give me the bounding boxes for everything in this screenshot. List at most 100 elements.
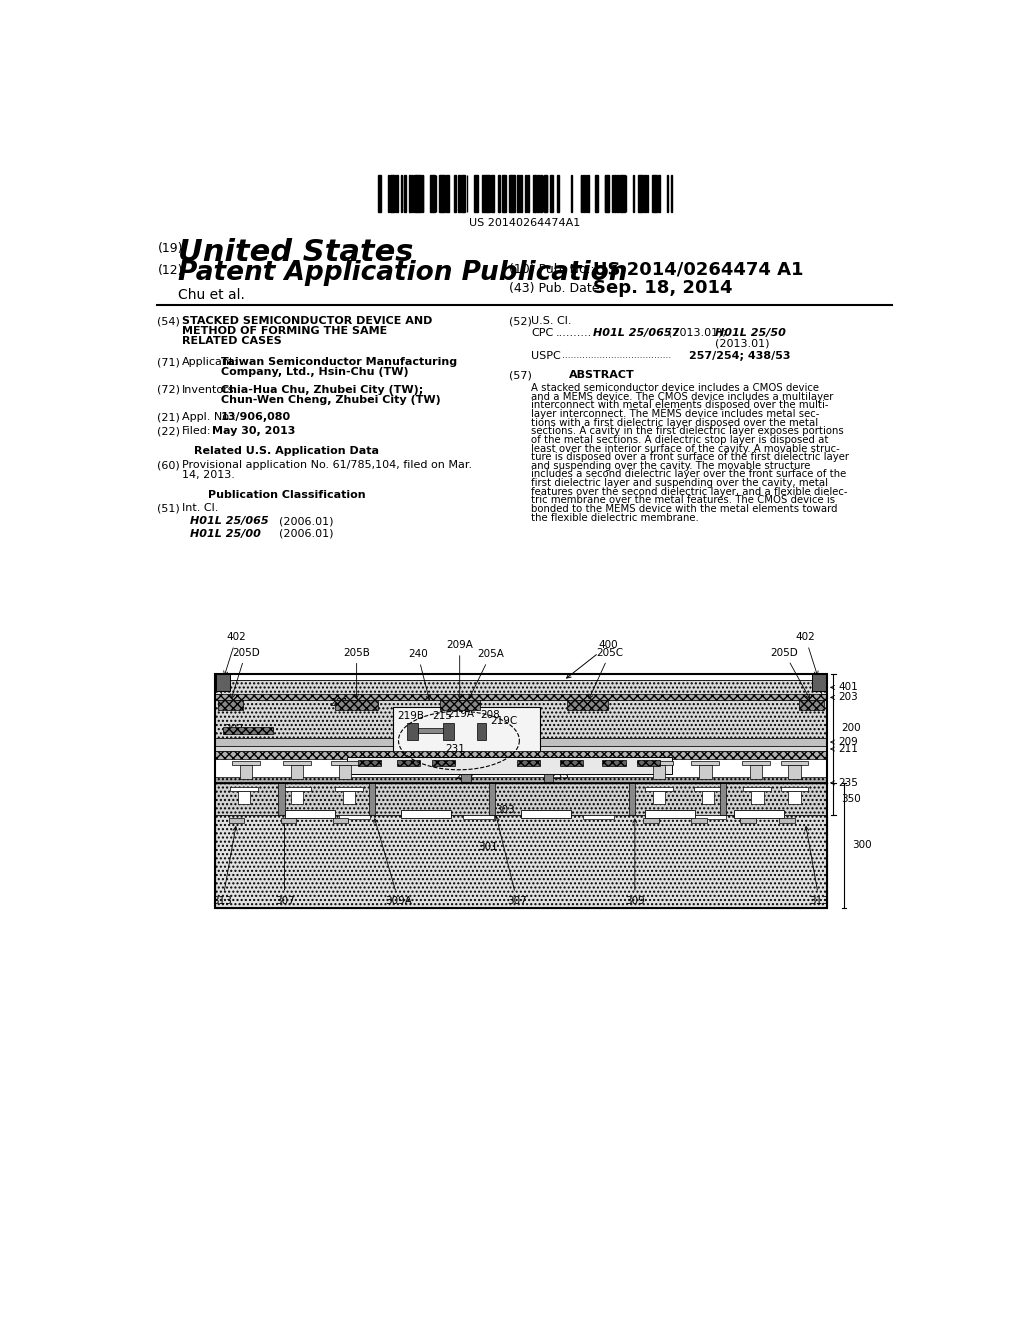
Text: 313: 313 — [805, 826, 829, 906]
Text: 402: 402 — [796, 632, 818, 676]
Bar — [238, 791, 251, 804]
Bar — [283, 762, 311, 766]
Bar — [498, 176, 500, 213]
Bar — [403, 176, 407, 213]
Bar — [222, 726, 273, 734]
Bar — [441, 176, 443, 213]
Bar — [788, 766, 801, 779]
Bar — [215, 694, 827, 700]
Text: of the metal sections. A dielectric stop layer is disposed at: of the metal sections. A dielectric stop… — [531, 436, 828, 445]
Text: Publication Classification: Publication Classification — [208, 490, 366, 499]
Text: tions with a first dielectric layer disposed over the metal: tions with a first dielectric layer disp… — [531, 417, 818, 428]
Bar — [538, 176, 539, 213]
Bar — [741, 762, 770, 766]
Bar — [658, 176, 660, 213]
Bar — [397, 760, 420, 766]
Bar — [720, 783, 726, 816]
Bar — [463, 816, 494, 818]
Text: United States: United States — [178, 238, 414, 267]
Text: (10) Pub. No.:: (10) Pub. No.: — [509, 263, 595, 276]
Bar — [339, 816, 370, 818]
Bar — [240, 766, 252, 779]
Text: H01L 25/00: H01L 25/00 — [190, 529, 261, 539]
Text: METHOD OF FORMING THE SAME: METHOD OF FORMING THE SAME — [182, 326, 387, 337]
Bar — [614, 176, 616, 213]
Bar — [652, 791, 665, 804]
Text: Sep. 18, 2014: Sep. 18, 2014 — [593, 280, 732, 297]
Bar — [331, 762, 359, 766]
Text: 200: 200 — [841, 723, 860, 733]
Bar — [502, 176, 503, 213]
Bar — [645, 787, 673, 791]
Text: (60): (60) — [158, 461, 180, 470]
Text: 209A: 209A — [446, 640, 473, 698]
Text: includes a second dielectric layer over the front surface of the: includes a second dielectric layer over … — [531, 470, 846, 479]
Bar — [369, 783, 375, 816]
Text: Taiwan Semiconductor Manufacturing: Taiwan Semiconductor Manufacturing — [221, 358, 457, 367]
Bar — [512, 176, 513, 213]
Text: Chun-Wen Cheng, Zhubei City (TW): Chun-Wen Cheng, Zhubei City (TW) — [221, 395, 440, 405]
Bar — [285, 810, 335, 817]
Bar — [439, 700, 480, 710]
Text: H01L 25/0657: H01L 25/0657 — [593, 327, 679, 338]
Bar — [743, 787, 771, 791]
Text: (2006.01): (2006.01) — [280, 529, 334, 539]
Text: 307: 307 — [274, 818, 295, 906]
Text: 301: 301 — [478, 842, 498, 851]
Bar — [430, 176, 432, 213]
Bar — [333, 817, 348, 822]
Bar — [671, 176, 672, 213]
Text: and suspending over the cavity. The movable structure: and suspending over the cavity. The mova… — [531, 461, 810, 471]
Bar — [291, 791, 303, 804]
Bar — [570, 176, 572, 213]
Text: sections. A cavity in the first dielectric layer exposes portions: sections. A cavity in the first dielectr… — [531, 426, 844, 437]
Bar — [458, 176, 460, 213]
Text: 207: 207 — [224, 725, 244, 734]
Text: (72): (72) — [158, 385, 180, 395]
Bar — [410, 176, 411, 213]
Text: (57): (57) — [509, 370, 532, 380]
Text: (21): (21) — [158, 412, 180, 422]
Text: 205D: 205D — [230, 648, 260, 698]
Bar — [655, 176, 657, 213]
Bar — [583, 176, 585, 213]
Bar — [218, 700, 243, 710]
Text: 350: 350 — [841, 795, 861, 804]
Text: 219A: 219A — [447, 709, 474, 718]
Bar — [695, 816, 726, 818]
Bar — [477, 176, 478, 213]
Bar — [509, 176, 511, 213]
Bar — [645, 810, 695, 817]
Text: 219C: 219C — [489, 715, 517, 726]
Text: CPC: CPC — [531, 327, 553, 338]
Text: 240: 240 — [408, 649, 430, 700]
Bar — [215, 675, 827, 908]
Bar — [339, 766, 351, 779]
Bar — [231, 762, 260, 766]
Bar — [489, 783, 496, 816]
Text: (19): (19) — [158, 242, 183, 255]
Bar — [407, 723, 418, 739]
Text: Chia-Hua Chu, Zhubei City (TW);: Chia-Hua Chu, Zhubei City (TW); — [221, 385, 423, 395]
Text: interconnect with metal elements disposed over the multi-: interconnect with metal elements dispose… — [531, 400, 828, 411]
Text: Patent Application Publication: Patent Application Publication — [178, 260, 628, 286]
Bar — [215, 776, 827, 783]
Bar — [358, 760, 381, 766]
Bar — [283, 787, 311, 791]
Text: 208: 208 — [480, 710, 501, 721]
Bar — [644, 176, 646, 213]
Bar — [751, 791, 764, 804]
Bar — [228, 817, 245, 822]
Bar — [418, 729, 445, 733]
Bar — [621, 176, 623, 213]
Bar — [693, 787, 722, 791]
Text: Int. Cl.: Int. Cl. — [182, 503, 219, 513]
Bar — [544, 775, 554, 781]
Bar — [629, 783, 635, 816]
Text: the flexible dielectric membrane.: the flexible dielectric membrane. — [531, 512, 698, 523]
Bar — [230, 787, 258, 791]
Text: (2013.01);: (2013.01); — [669, 327, 726, 338]
Text: Provisional application No. 61/785,104, filed on Mar.: Provisional application No. 61/785,104, … — [182, 461, 472, 470]
Bar — [607, 176, 609, 213]
Bar — [461, 176, 463, 213]
